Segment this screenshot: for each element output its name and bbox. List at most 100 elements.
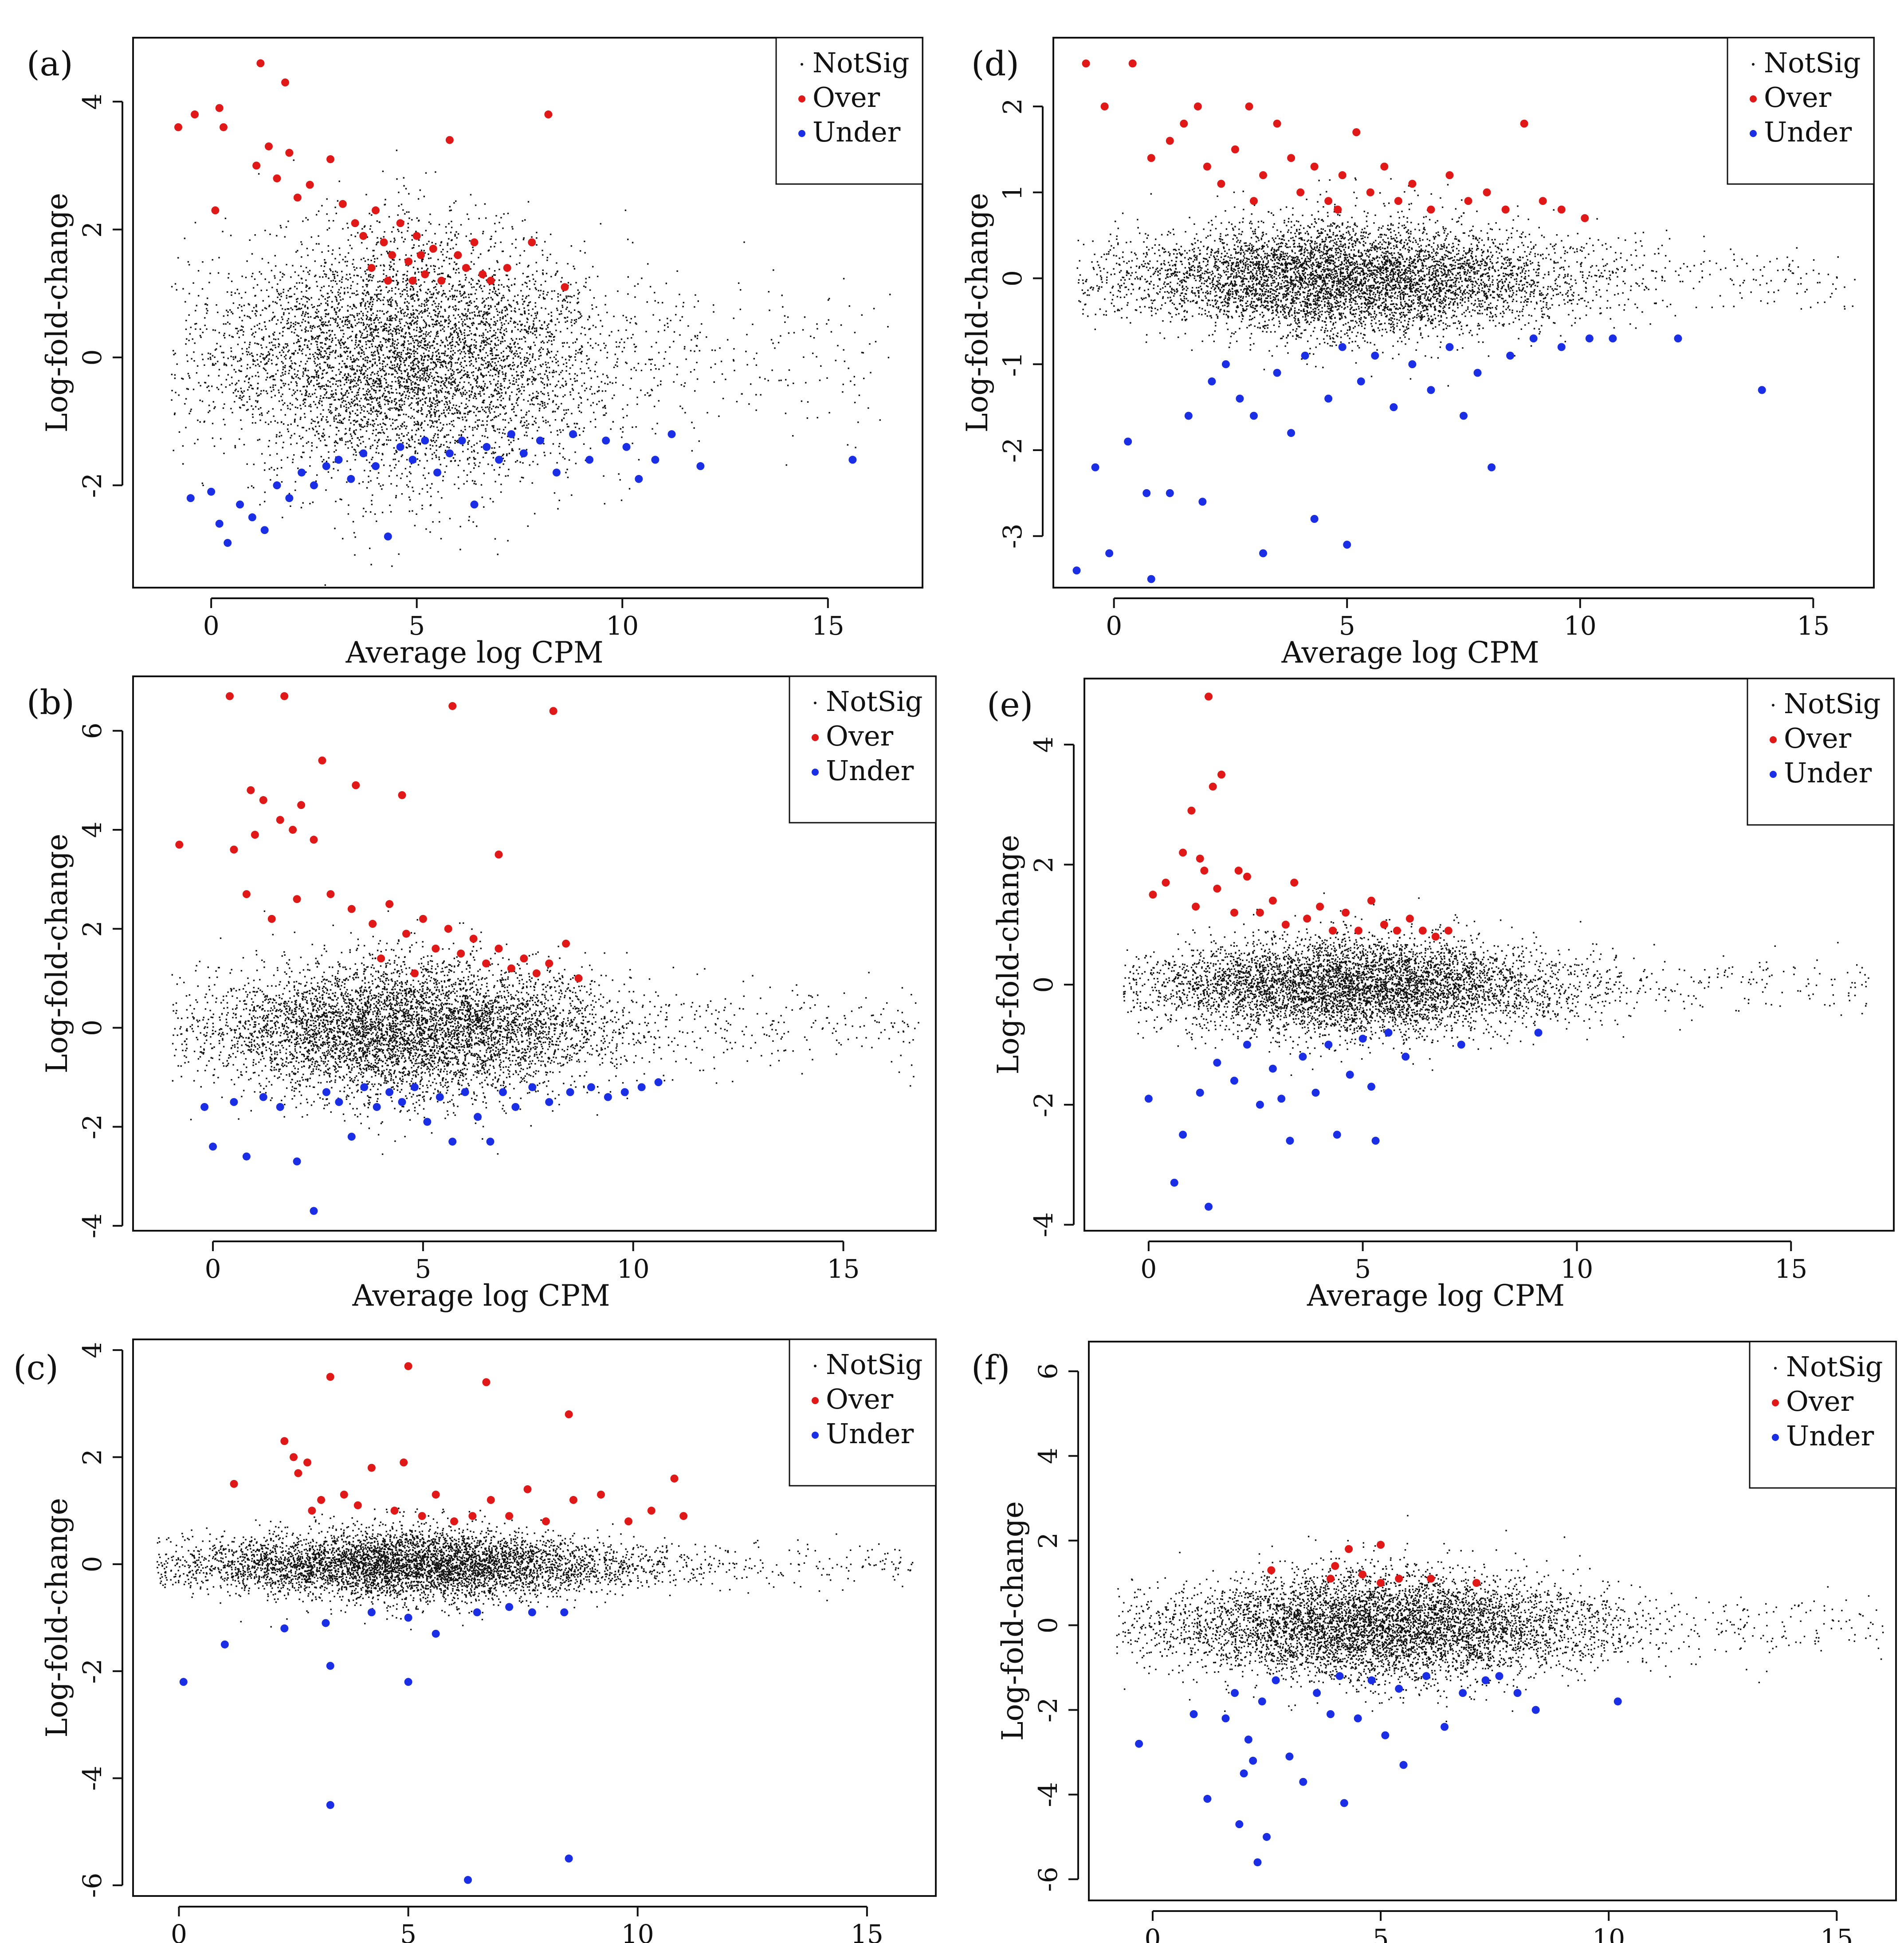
under-point bbox=[1263, 1833, 1271, 1841]
x-tick-label: 0 bbox=[205, 1254, 221, 1284]
over-point bbox=[569, 1496, 577, 1504]
x-tick-label: 5 bbox=[1339, 611, 1355, 641]
under-point bbox=[347, 475, 355, 483]
over-point bbox=[242, 890, 251, 899]
under-point bbox=[1105, 549, 1114, 557]
legend-box bbox=[1727, 37, 1875, 185]
y-tick-label: -1 bbox=[997, 352, 1028, 377]
under-point bbox=[1381, 1731, 1390, 1739]
y-tick-label: 2 bbox=[77, 221, 107, 238]
under-point bbox=[1286, 1137, 1294, 1145]
under-point bbox=[1758, 386, 1766, 394]
over-point bbox=[507, 964, 515, 973]
under-point bbox=[474, 1113, 482, 1121]
under-point bbox=[1235, 1820, 1244, 1829]
over-point bbox=[1187, 806, 1196, 815]
y-tick-label: -6 bbox=[77, 1873, 107, 1898]
under-point bbox=[1249, 412, 1258, 420]
over-point bbox=[418, 1512, 426, 1520]
under-point bbox=[1422, 1672, 1430, 1680]
legend-label-under: Under bbox=[813, 116, 901, 148]
under-point bbox=[1213, 1059, 1221, 1067]
under-point bbox=[359, 449, 368, 458]
over-point bbox=[384, 276, 392, 285]
under-point bbox=[470, 500, 479, 509]
over-point bbox=[565, 1410, 573, 1418]
under-point bbox=[1335, 1672, 1344, 1680]
y-tick-label: 6 bbox=[77, 722, 107, 739]
x-axis-title: Average log CPM bbox=[1307, 1279, 1565, 1313]
under-point bbox=[1299, 1052, 1307, 1061]
under-point bbox=[398, 1098, 406, 1106]
y-tick-label: 6 bbox=[1033, 1363, 1063, 1379]
under-point bbox=[224, 539, 232, 547]
under-point bbox=[1221, 1714, 1230, 1723]
x-tick-label: 5 bbox=[400, 1919, 416, 1943]
x-tick-label: 0 bbox=[1140, 1254, 1157, 1284]
plot-frame bbox=[1052, 37, 1875, 589]
over-point bbox=[408, 276, 417, 285]
y-axis-title: Log-fold-change bbox=[960, 193, 994, 433]
under-point bbox=[1243, 1040, 1251, 1049]
under-point bbox=[293, 1157, 301, 1166]
under-point bbox=[1534, 1028, 1543, 1037]
over-point bbox=[1193, 102, 1202, 110]
y-tick-label: -3 bbox=[997, 524, 1028, 549]
over-points bbox=[1149, 692, 1453, 941]
under-point bbox=[1367, 1083, 1375, 1091]
under-point bbox=[1408, 360, 1417, 369]
over-point bbox=[1316, 903, 1324, 911]
over-point bbox=[380, 238, 388, 247]
plot-frame bbox=[132, 1339, 937, 1897]
under-point bbox=[1357, 377, 1365, 385]
legend-marker-under bbox=[812, 769, 819, 776]
under-point bbox=[1457, 1040, 1465, 1049]
legend-marker-over bbox=[1750, 95, 1757, 102]
over-point bbox=[523, 1485, 532, 1493]
under-point bbox=[1441, 1723, 1449, 1731]
under-point bbox=[1371, 1137, 1380, 1145]
under-point bbox=[1529, 334, 1538, 343]
under-point bbox=[1311, 1088, 1320, 1097]
legend-box bbox=[789, 1339, 937, 1487]
over-point bbox=[293, 895, 301, 903]
x-tick-label: 15 bbox=[1797, 611, 1829, 641]
over-point bbox=[230, 1480, 238, 1488]
over-point bbox=[1380, 920, 1388, 929]
over-point bbox=[256, 59, 265, 67]
under-point bbox=[1354, 1714, 1362, 1723]
over-point bbox=[353, 1501, 362, 1510]
over-point bbox=[285, 149, 294, 157]
y-tick-label: 0 bbox=[997, 270, 1028, 287]
under-point bbox=[285, 494, 294, 502]
x-axis-title: Average log CPM bbox=[1281, 636, 1539, 670]
under-point bbox=[1371, 351, 1379, 360]
under-point bbox=[1513, 1689, 1522, 1697]
panel-a: (a) 0 5 10 15 Average log CPM -2 0 2 4 Log-fold-ch… bbox=[27, 37, 923, 670]
under-point bbox=[432, 1629, 440, 1638]
under-point bbox=[1236, 394, 1244, 403]
under-point bbox=[464, 1876, 472, 1884]
over-point bbox=[1243, 872, 1251, 881]
over-point bbox=[1296, 188, 1305, 196]
under-point bbox=[1531, 1706, 1540, 1714]
over-point bbox=[1196, 854, 1204, 863]
under-points bbox=[1072, 334, 1766, 583]
over-points bbox=[174, 59, 569, 291]
over-point bbox=[306, 181, 314, 189]
under-point bbox=[1609, 334, 1617, 343]
over-point bbox=[1203, 162, 1211, 171]
plot-frame bbox=[132, 675, 937, 1232]
under-point bbox=[536, 436, 544, 445]
over-point bbox=[1192, 903, 1200, 911]
over-point bbox=[294, 1469, 302, 1477]
over-point bbox=[444, 925, 452, 933]
over-points bbox=[1267, 1541, 1481, 1587]
over-point bbox=[528, 238, 536, 247]
over-point bbox=[396, 219, 404, 228]
under-points bbox=[186, 430, 857, 547]
over-point bbox=[1329, 926, 1337, 935]
under-point bbox=[1460, 412, 1468, 420]
